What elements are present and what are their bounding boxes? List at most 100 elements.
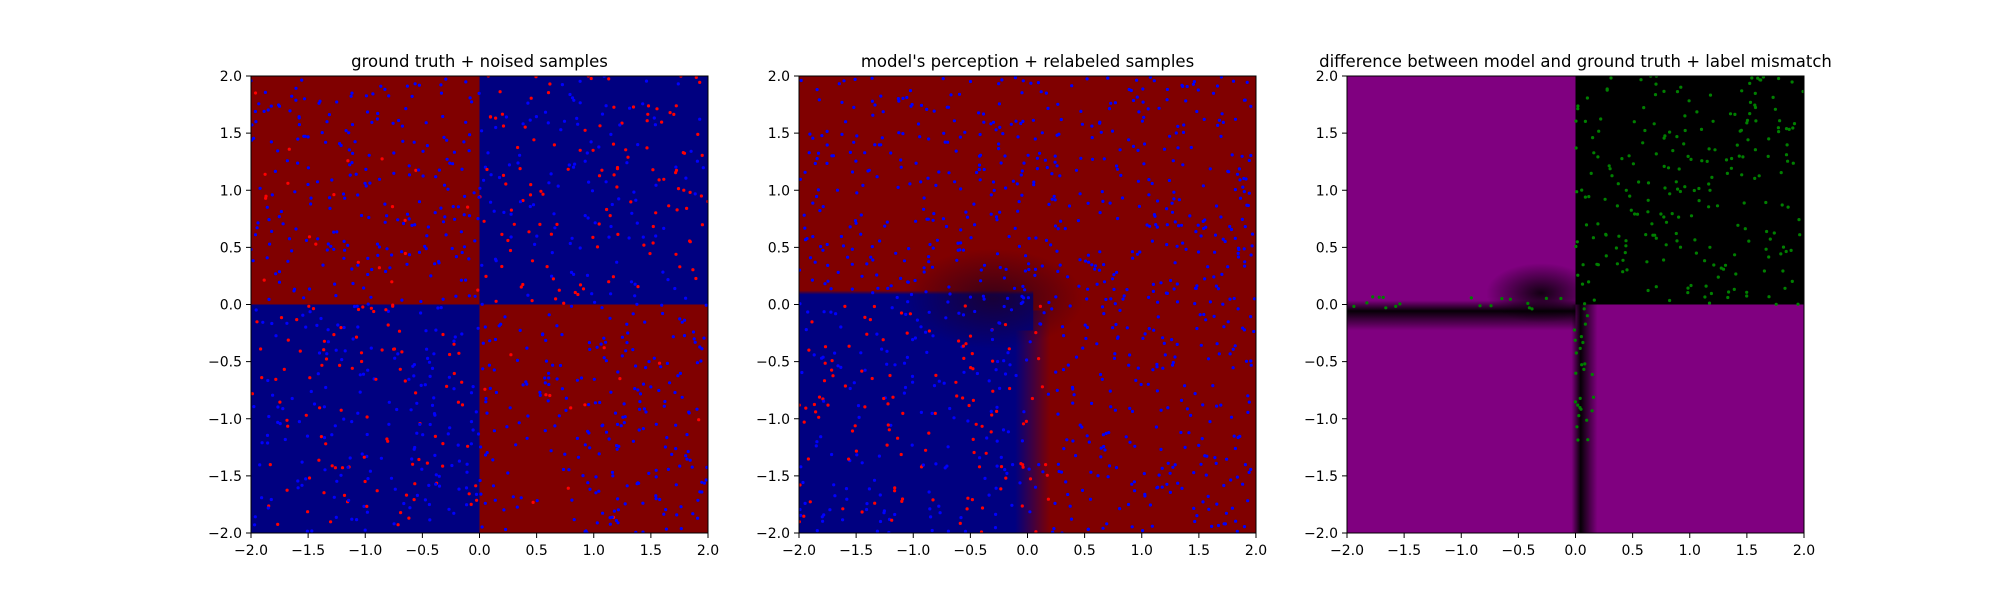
mismatch-point [1753, 148, 1757, 152]
sample-point [1002, 276, 1007, 280]
sample-point [981, 294, 986, 298]
sample-point [572, 272, 576, 276]
sample-point [251, 138, 254, 142]
sample-point [324, 442, 328, 446]
sample-point [913, 336, 918, 340]
sample-point [863, 315, 867, 319]
sample-point [811, 235, 815, 239]
sample-point [434, 482, 438, 486]
sample-point [634, 530, 638, 533]
sample-point [632, 190, 636, 194]
sample-point [306, 135, 310, 139]
sample-point [865, 332, 869, 336]
sample-point [339, 473, 343, 477]
sample-point [700, 347, 704, 351]
mismatch-point [1627, 154, 1631, 158]
sample-point [1147, 295, 1151, 299]
sample-point [997, 147, 1001, 151]
sample-point [423, 383, 427, 387]
sample-point [360, 359, 364, 364]
sample-point [412, 363, 416, 367]
axes: −2.0 −1.5 −1.0 −0.5 0.0 0.5 1.0 1.5 2.0−2.0−1.5−… [756, 69, 1267, 559]
sample-point [421, 433, 425, 437]
sample-point [1249, 315, 1253, 319]
mismatch-point [1791, 126, 1795, 130]
x-tick-label: 1.0 [583, 543, 605, 559]
sample-point [882, 509, 887, 513]
sample-point [276, 149, 280, 153]
sample-point [927, 260, 931, 264]
sample-point [1249, 363, 1253, 367]
sample-point [393, 356, 397, 360]
sample-point [989, 212, 993, 216]
sample-point [637, 407, 642, 411]
sample-point [578, 79, 582, 83]
sample-point [990, 328, 994, 332]
sample-point [674, 483, 678, 487]
sample-point [477, 195, 481, 199]
sample-point [417, 200, 422, 204]
sample-point [263, 172, 267, 176]
sample-point [1068, 304, 1072, 308]
sample-point [586, 429, 590, 433]
sample-point [494, 116, 498, 120]
sample-point [846, 255, 850, 259]
sample-point [1058, 263, 1062, 267]
sample-point [288, 109, 292, 113]
sample-point [338, 142, 342, 146]
sample-point [1233, 446, 1237, 451]
sample-point [799, 302, 802, 306]
mismatch-point [1646, 198, 1650, 202]
sample-point [611, 275, 616, 279]
sample-point [581, 474, 585, 478]
sample-point [615, 422, 620, 426]
mismatch-point [1625, 268, 1629, 272]
sample-point [366, 272, 370, 277]
sample-point [1247, 191, 1251, 195]
sample-point [996, 359, 1000, 364]
sample-point [1229, 415, 1234, 419]
sample-point [333, 424, 337, 428]
sample-point [566, 486, 570, 490]
sample-point [887, 530, 891, 533]
sample-point [509, 212, 513, 216]
sample-point [442, 183, 447, 187]
mismatch-point [1365, 301, 1369, 305]
mismatch-point [1764, 200, 1768, 205]
y-tick-label: −0.5 [1304, 355, 1338, 371]
sample-point [315, 323, 319, 327]
sample-point [1224, 511, 1228, 515]
sample-point [1002, 359, 1006, 363]
sample-point [653, 123, 658, 127]
sample-point [878, 493, 882, 497]
sample-point [699, 359, 703, 363]
sample-point [322, 348, 326, 352]
sample-point [427, 360, 432, 364]
mismatch-point [1753, 105, 1758, 110]
sample-point [1098, 250, 1102, 254]
sample-point [899, 311, 904, 315]
sample-point [1035, 167, 1039, 171]
mismatch-point [1662, 89, 1666, 93]
sample-point [1221, 302, 1225, 306]
sample-point [617, 197, 621, 201]
sample-point [262, 109, 266, 113]
sample-point [641, 530, 645, 533]
sample-point [448, 352, 452, 357]
sample-point [487, 363, 491, 367]
sample-point [641, 427, 645, 431]
mismatch-point [1527, 306, 1531, 310]
mismatch-point [1784, 153, 1789, 157]
sample-point [982, 120, 986, 124]
mismatch-point [1777, 130, 1781, 134]
sample-point [1127, 138, 1131, 142]
sample-point [991, 180, 996, 184]
sample-point [1172, 197, 1176, 201]
sample-point [972, 450, 976, 455]
mismatch-point [1708, 188, 1712, 192]
sample-point [622, 402, 626, 406]
mismatch-point [1703, 295, 1707, 299]
sample-point [293, 190, 297, 194]
sample-point [1053, 154, 1057, 158]
sample-point [1141, 336, 1145, 340]
